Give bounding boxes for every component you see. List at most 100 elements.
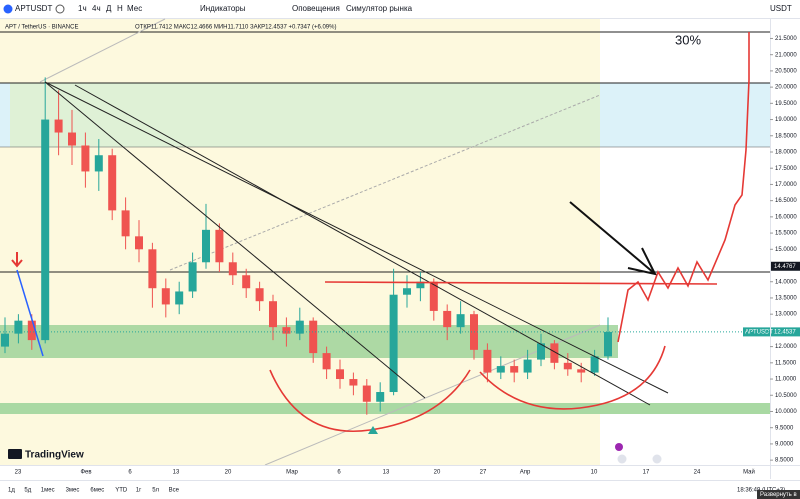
interval[interactable]: 4ч [92, 4, 101, 13]
last-price-badge [771, 327, 800, 337]
expand[interactable]: Развернуть в [760, 492, 797, 498]
price-tick-label: 16.0000 [775, 214, 797, 220]
trend-line [44, 81, 669, 394]
ohlc: ОТКР11.7412 МАКС12.4666 МИН11.7110 ЗАКР1… [135, 25, 336, 31]
date-label: 23 [15, 470, 22, 476]
price-tick-label: 10.5000 [775, 393, 797, 399]
date-label: 6 [337, 470, 341, 476]
price-axis [770, 19, 800, 465]
candle-body [362, 385, 371, 402]
interval[interactable]: Н [117, 4, 123, 13]
date-label: Май [743, 469, 755, 476]
event-icon[interactable] [615, 443, 623, 451]
range-button[interactable]: YTD [115, 488, 128, 494]
add-symbol[interactable] [55, 4, 65, 14]
candle-body [54, 119, 63, 133]
date-label: 13 [383, 470, 390, 476]
range-button[interactable]: Все [169, 488, 180, 494]
range-button[interactable]: 1д [8, 488, 15, 494]
candle-body [295, 320, 304, 334]
price-tick-label: 17.5000 [775, 166, 797, 172]
candle-body [443, 310, 452, 328]
annotation: 30% [675, 32, 701, 47]
date-label: Фев [80, 470, 91, 476]
channel-line [39, 18, 166, 83]
candle-body [577, 369, 586, 373]
currency[interactable]: USDT [770, 4, 792, 13]
date-label: 6 [128, 470, 132, 476]
price-tick-label: 15.5000 [775, 231, 797, 237]
price-tick-label: 13.5000 [775, 296, 797, 302]
interval[interactable]: Мес [127, 4, 142, 13]
price-tick-label: 21.5000 [775, 36, 797, 42]
event-icon[interactable] [652, 454, 662, 464]
toolbar [0, 0, 800, 18]
level-label: 14.4767 [774, 264, 796, 270]
price-tick-label: 8.5000 [775, 458, 794, 464]
candle-body [483, 349, 492, 373]
date-label: 13 [173, 470, 180, 476]
candle-body [108, 155, 117, 211]
candle-body [161, 288, 170, 305]
event-icon[interactable] [617, 454, 627, 464]
date-label: 10 [591, 470, 598, 476]
candle-body [94, 155, 103, 172]
blue-line [16, 269, 44, 357]
date-label: Апр [520, 470, 531, 476]
candle-body [41, 119, 50, 341]
candle-body [228, 262, 237, 276]
candle-body [604, 332, 612, 357]
candle-body [376, 392, 385, 402]
price-tick-label: 17.0000 [775, 182, 797, 188]
candle-body [496, 366, 505, 373]
candle-body [215, 229, 224, 263]
price-tick-label: 20.0000 [775, 85, 797, 91]
logo: TradingView [25, 450, 84, 461]
candle-body [590, 356, 599, 373]
candle-body [121, 210, 130, 237]
price-tick-label: 15.0000 [775, 247, 797, 253]
date-label: 17 [643, 470, 650, 476]
range-button[interactable]: 6мес [90, 488, 104, 494]
price-tick-label: 21.0000 [775, 52, 797, 58]
expand-button[interactable] [757, 490, 800, 499]
symbol[interactable]: APTUSDT [15, 4, 52, 13]
price-tick-label: 9.5000 [775, 425, 794, 431]
candle-body [188, 262, 197, 292]
price-tick-label: 11.0000 [775, 377, 797, 383]
candle-body [416, 281, 425, 289]
price-tick-label: 19.5000 [775, 101, 797, 107]
candle-body [135, 236, 143, 250]
logo-icon [8, 449, 22, 459]
price-tick-label: 18.5000 [775, 133, 797, 139]
range-button[interactable]: 1г [136, 488, 142, 494]
arrow [569, 201, 657, 276]
candle-body [336, 369, 344, 380]
candle-body [148, 249, 157, 289]
price-tick-label: 19.0000 [775, 117, 797, 123]
indicators[interactable]: Индикаторы [200, 4, 246, 13]
candle-body [81, 145, 90, 172]
date-label: 24 [694, 470, 701, 476]
range-button[interactable]: 5д [24, 488, 31, 494]
support-zone [0, 403, 770, 414]
price-tick-label: 20.5000 [775, 68, 797, 74]
arrow-down [11, 252, 23, 268]
range-button[interactable]: 1мес [41, 488, 55, 494]
alerts[interactable]: Оповещения [292, 4, 340, 13]
price-tick-label: 11.5000 [775, 360, 797, 366]
date-label: Мар [286, 470, 298, 476]
candle-body [282, 327, 291, 334]
candle-body [202, 229, 210, 263]
price-tick-label: 12.0000 [775, 344, 797, 350]
resistance [324, 281, 718, 285]
price-tick-label: 18.0000 [775, 150, 797, 156]
level-badge [771, 261, 800, 271]
replay[interactable]: Симулятор рынка [346, 4, 413, 13]
interval[interactable]: Д [106, 4, 112, 13]
candle-body [349, 379, 358, 386]
range-button[interactable]: 3мес [66, 488, 80, 494]
range-button[interactable]: 5л [152, 488, 159, 494]
interval[interactable]: 1ч [78, 4, 87, 13]
